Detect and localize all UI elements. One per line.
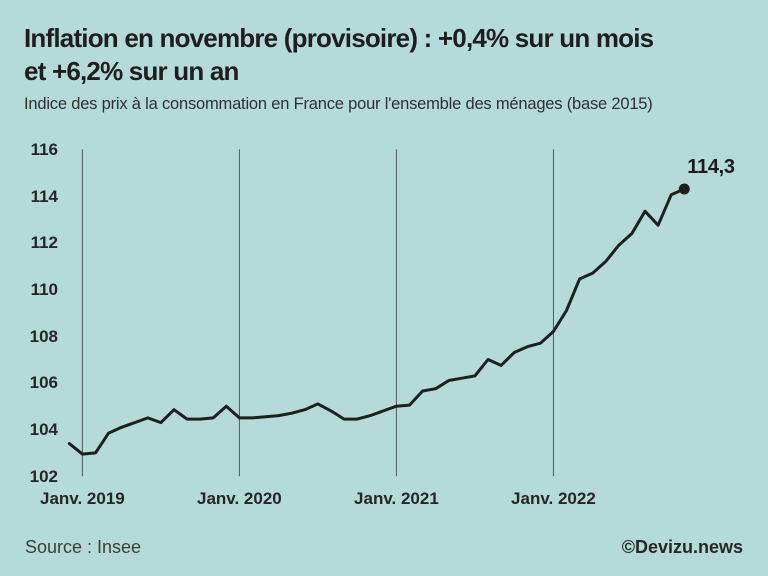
y-tick-label: 104 (29, 420, 58, 440)
x-tick-label: Janv. 2021 (354, 489, 439, 508)
x-tick-label: Janv. 2019 (39, 489, 125, 508)
y-tick-label: 106 (29, 373, 58, 393)
chart-subtitle: Indice des prix à la consommation en Fra… (24, 95, 653, 113)
chart-title: Inflation en novembre (provisoire) : +0,… (24, 23, 654, 86)
x-tick-label: Janv. 2022 (511, 489, 596, 508)
y-tick-label: 110 (30, 279, 58, 299)
cpi-line-series (67, 187, 686, 456)
x-tick-label: Janv. 2020 (197, 489, 282, 508)
credit-label: ©Devizu.news (621, 537, 743, 557)
y-tick-label: 114 (30, 186, 58, 206)
y-tick-label: 102 (29, 466, 58, 486)
last-point-marker (678, 183, 690, 195)
y-tick-label: 108 (29, 326, 58, 346)
y-tick-label: 116 (30, 139, 58, 159)
last-value-label: 114,3 (687, 156, 735, 178)
source-label: Source : Insee (25, 537, 142, 557)
y-tick-label: 112 (30, 233, 58, 253)
